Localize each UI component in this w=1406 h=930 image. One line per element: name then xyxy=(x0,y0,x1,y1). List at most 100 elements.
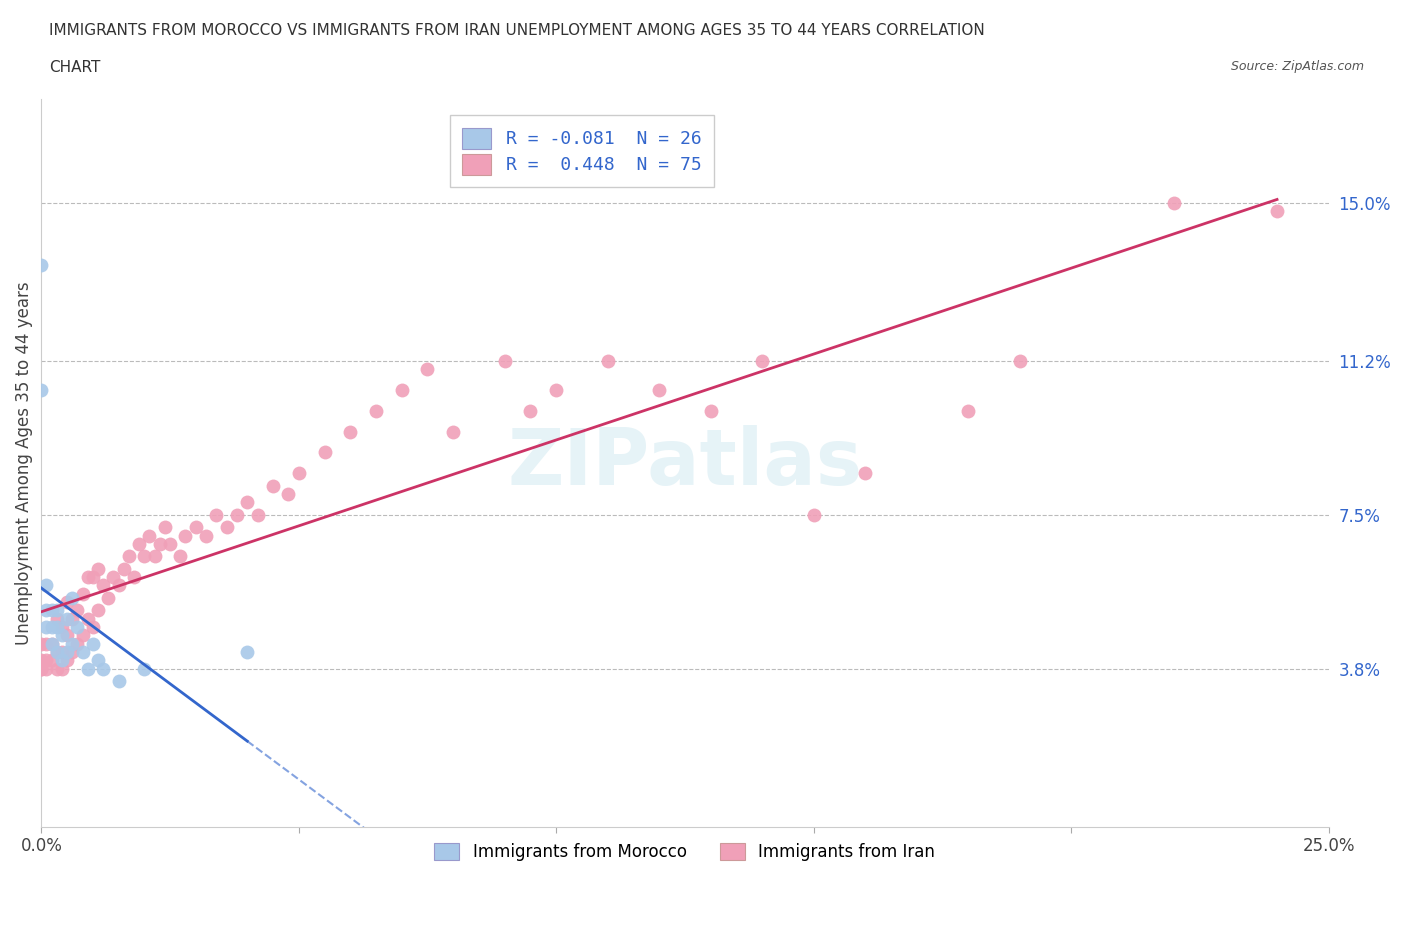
Point xyxy=(364,404,387,418)
Point xyxy=(957,404,980,418)
Point xyxy=(287,466,309,481)
Point xyxy=(87,653,110,668)
Point xyxy=(35,661,58,676)
Y-axis label: Unemployment Among Ages 35 to 44 years: Unemployment Among Ages 35 to 44 years xyxy=(15,281,32,644)
Text: CHART: CHART xyxy=(49,60,101,75)
Text: IMMIGRANTS FROM MOROCCO VS IMMIGRANTS FROM IRAN UNEMPLOYMENT AMONG AGES 35 TO 44: IMMIGRANTS FROM MOROCCO VS IMMIGRANTS FR… xyxy=(49,23,986,38)
Point xyxy=(751,353,773,368)
Point xyxy=(76,570,98,585)
Point xyxy=(60,644,83,659)
Point xyxy=(128,537,150,551)
Point xyxy=(35,653,58,668)
Point xyxy=(215,520,238,535)
Point xyxy=(45,644,67,659)
Point xyxy=(107,673,129,688)
Point xyxy=(236,644,259,659)
Point xyxy=(1163,195,1185,210)
Point xyxy=(72,586,94,601)
Point xyxy=(30,661,52,676)
Point xyxy=(1265,204,1288,219)
Point xyxy=(41,653,63,668)
Point xyxy=(91,661,114,676)
Point xyxy=(149,537,172,551)
Point xyxy=(35,636,58,651)
Point xyxy=(76,611,98,626)
Point xyxy=(699,404,721,418)
Point xyxy=(134,549,156,564)
Point xyxy=(107,578,129,592)
Point xyxy=(82,636,104,651)
Point xyxy=(112,562,135,577)
Point xyxy=(30,258,52,272)
Point xyxy=(30,382,52,397)
Point xyxy=(82,570,104,585)
Point xyxy=(51,653,73,668)
Point xyxy=(184,520,207,535)
Point xyxy=(277,486,299,501)
Point xyxy=(648,382,671,397)
Point xyxy=(143,549,166,564)
Point xyxy=(66,619,89,634)
Point xyxy=(262,478,284,493)
Point xyxy=(45,644,67,659)
Legend: Immigrants from Morocco, Immigrants from Iran: Immigrants from Morocco, Immigrants from… xyxy=(426,834,943,870)
Point xyxy=(35,578,58,592)
Point xyxy=(41,619,63,634)
Point xyxy=(391,382,413,397)
Point xyxy=(51,619,73,634)
Point xyxy=(596,353,619,368)
Point xyxy=(56,644,79,659)
Point xyxy=(35,603,58,618)
Point xyxy=(246,507,269,522)
Point xyxy=(195,528,218,543)
Point xyxy=(205,507,228,522)
Point xyxy=(30,636,52,651)
Point xyxy=(87,603,110,618)
Point xyxy=(66,636,89,651)
Point xyxy=(339,424,361,439)
Point xyxy=(56,594,79,609)
Point xyxy=(138,528,160,543)
Point xyxy=(51,661,73,676)
Point xyxy=(226,507,249,522)
Point xyxy=(56,628,79,643)
Point xyxy=(314,445,336,459)
Point xyxy=(97,591,120,605)
Point xyxy=(41,603,63,618)
Point xyxy=(134,661,156,676)
Point xyxy=(87,562,110,577)
Point xyxy=(76,661,98,676)
Point xyxy=(60,636,83,651)
Point xyxy=(51,628,73,643)
Point xyxy=(45,619,67,634)
Point xyxy=(60,611,83,626)
Point xyxy=(122,570,145,585)
Point xyxy=(51,644,73,659)
Point xyxy=(153,520,176,535)
Point xyxy=(169,549,191,564)
Point xyxy=(159,537,181,551)
Point xyxy=(41,636,63,651)
Point xyxy=(1008,353,1031,368)
Point xyxy=(174,528,197,543)
Point xyxy=(56,611,79,626)
Point xyxy=(30,653,52,668)
Point xyxy=(441,424,464,439)
Point xyxy=(56,653,79,668)
Point xyxy=(30,661,52,676)
Point xyxy=(72,644,94,659)
Point xyxy=(118,549,141,564)
Point xyxy=(45,611,67,626)
Point xyxy=(853,466,876,481)
Text: Source: ZipAtlas.com: Source: ZipAtlas.com xyxy=(1230,60,1364,73)
Point xyxy=(35,619,58,634)
Point xyxy=(416,362,439,377)
Point xyxy=(236,495,259,510)
Point xyxy=(66,603,89,618)
Point xyxy=(91,578,114,592)
Point xyxy=(41,636,63,651)
Point xyxy=(72,628,94,643)
Point xyxy=(494,353,516,368)
Point xyxy=(82,619,104,634)
Point xyxy=(546,382,568,397)
